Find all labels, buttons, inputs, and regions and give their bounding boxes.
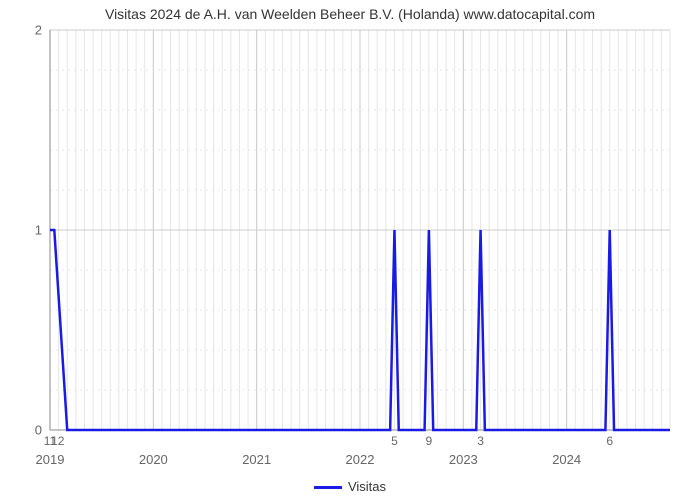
chart-title: Visitas 2024 de A.H. van Weelden Beheer … — [0, 6, 700, 22]
x-year-label: 2022 — [346, 430, 375, 467]
legend-label: Visitas — [348, 479, 386, 494]
x-value-label: 3 — [477, 430, 484, 448]
plot-area: 01220192020202120222023202411125936 — [50, 30, 670, 430]
x-year-label: 2021 — [242, 430, 271, 467]
x-value-label: 12 — [51, 430, 64, 448]
legend: Visitas — [0, 479, 700, 494]
legend-swatch — [314, 486, 342, 489]
x-value-label: 6 — [606, 430, 613, 448]
visits-chart: Visitas 2024 de A.H. van Weelden Beheer … — [0, 0, 700, 500]
x-year-label: 2020 — [139, 430, 168, 467]
x-value-label: 5 — [391, 430, 398, 448]
y-tick-label: 1 — [35, 223, 50, 238]
chart-svg — [50, 30, 670, 430]
x-year-label: 2024 — [552, 430, 581, 467]
x-value-label: 9 — [426, 430, 433, 448]
x-year-label: 2023 — [449, 430, 478, 467]
y-tick-label: 2 — [35, 23, 50, 38]
